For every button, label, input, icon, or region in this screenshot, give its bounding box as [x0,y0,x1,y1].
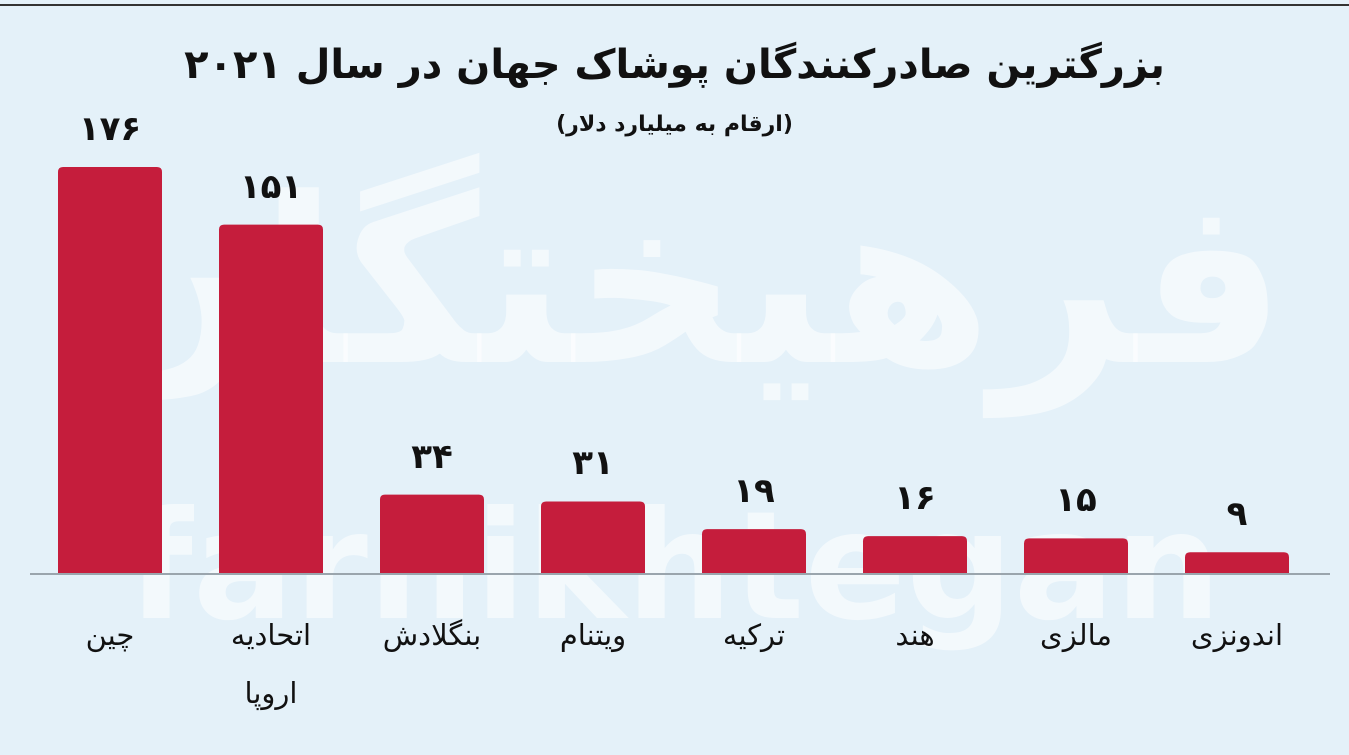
category-label: ویتنام [559,618,627,652]
value-label: ۳۱ [572,443,614,484]
chart-subtitle: (ارقام به میلیارد دلار) [556,112,793,137]
category-label: اندونزی [1190,618,1284,652]
bar [1185,552,1289,573]
bar [1024,538,1128,573]
value-label: ۱۵ [1055,480,1097,521]
value-label: ۱۷۶ [78,109,142,149]
value-label: ۳۴ [411,436,453,477]
bar [380,494,484,573]
bar [702,529,806,573]
category-label: چین [85,618,135,652]
bar [219,224,323,573]
value-label: ۹ [1226,494,1248,535]
bar [541,501,645,573]
chart-title: بزرگترین صادرکنندگان پوشاک جهان در سال ۲… [184,42,1165,88]
bar [58,167,162,573]
value-label: ۱۶ [894,478,936,519]
category-label: مالزی [1040,618,1112,652]
bar [863,536,967,573]
category-label: هند [895,618,935,652]
value-label: ۱۹ [733,471,775,512]
category-label: بنگلادش [382,618,482,652]
value-label: ۱۵۱ [239,166,303,207]
category-label: اتحادیه اروپا [230,618,312,710]
category-label: ترکیه [722,618,786,652]
